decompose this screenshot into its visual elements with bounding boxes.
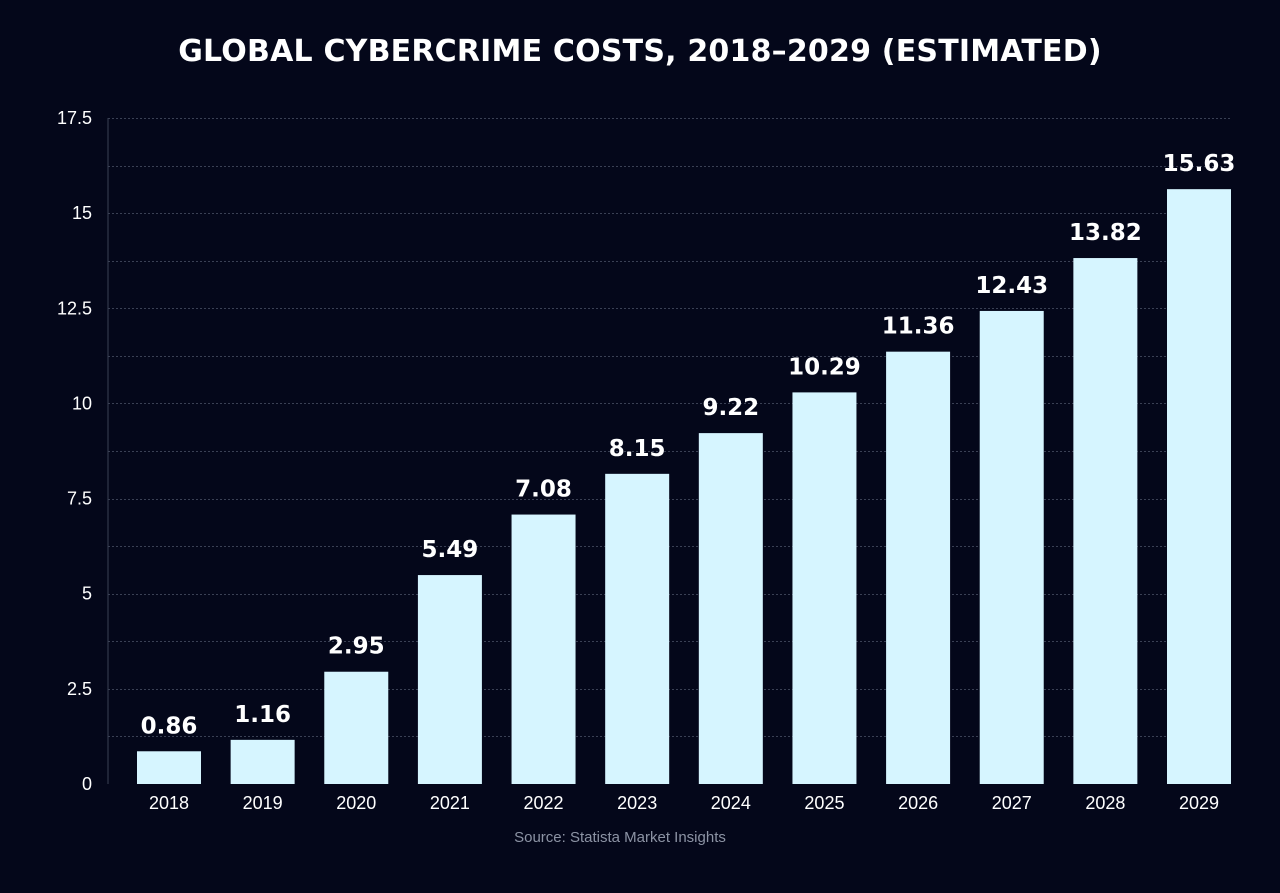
data-label: 0.86 <box>141 713 198 739</box>
x-tick-label: 2021 <box>430 793 470 813</box>
bar-2019 <box>230 739 295 784</box>
y-tick-label: 5 <box>82 584 92 604</box>
bar-2022 <box>511 514 576 784</box>
y-tick-label: 0 <box>82 774 92 794</box>
y-tick-label: 15 <box>72 203 92 223</box>
x-tick-label: 2028 <box>1085 793 1125 813</box>
bar-2026 <box>886 351 951 784</box>
x-axis-ticks: 2018 2019 2020 2021 2022 2023 2024 2025 2026 2027… <box>149 793 1219 813</box>
bar-2027 <box>979 310 1044 784</box>
x-tick-label: 2023 <box>617 793 657 813</box>
data-label: 5.49 <box>422 537 479 563</box>
data-label: 8.15 <box>609 436 666 462</box>
chart-title: GLOBAL CYBERCRIME COSTS, 2018–2029 (ESTI… <box>178 34 1102 69</box>
chart-source: Source: Statista Market Insights <box>514 829 726 846</box>
y-axis-ticks: 0 2.5 5 7.5 10 12.5 15 17.5 <box>57 108 92 794</box>
bar-2025 <box>792 392 857 784</box>
data-label: 7.08 <box>515 477 572 503</box>
y-tick-label: 2.5 <box>67 679 92 699</box>
y-tick-label: 7.5 <box>67 489 92 509</box>
x-tick-label: 2020 <box>336 793 376 813</box>
data-label: 15.63 <box>1163 151 1236 177</box>
gridlines <box>107 118 1232 784</box>
data-labels: 0.86 1.16 2.95 5.49 7.08 8.15 9.22 10.29 11.36 12… <box>141 151 1236 739</box>
y-tick-label: 17.5 <box>57 108 92 128</box>
bar-2024 <box>698 433 763 784</box>
bar-2018 <box>137 751 201 784</box>
x-tick-label: 2019 <box>243 793 283 813</box>
data-label: 1.16 <box>234 702 291 728</box>
bars <box>137 189 1231 784</box>
x-tick-label: 2022 <box>524 793 564 813</box>
x-tick-label: 2018 <box>149 793 189 813</box>
data-label: 10.29 <box>788 354 861 380</box>
y-tick-label: 10 <box>72 393 92 413</box>
data-label: 9.22 <box>702 395 759 421</box>
data-label: 13.82 <box>1069 220 1142 246</box>
data-label: 2.95 <box>328 634 385 660</box>
bar-2023 <box>605 473 670 784</box>
bar-2021 <box>417 575 482 784</box>
x-tick-label: 2025 <box>804 793 844 813</box>
x-tick-label: 2026 <box>898 793 938 813</box>
x-tick-label: 2027 <box>992 793 1032 813</box>
bar-2029 <box>1167 189 1231 784</box>
bar-2020 <box>324 671 389 784</box>
data-label: 11.36 <box>882 314 955 340</box>
x-tick-label: 2029 <box>1179 793 1219 813</box>
bar-2028 <box>1073 258 1138 784</box>
data-label: 12.43 <box>975 273 1048 299</box>
x-tick-label: 2024 <box>711 793 751 813</box>
y-tick-label: 12.5 <box>57 298 92 318</box>
